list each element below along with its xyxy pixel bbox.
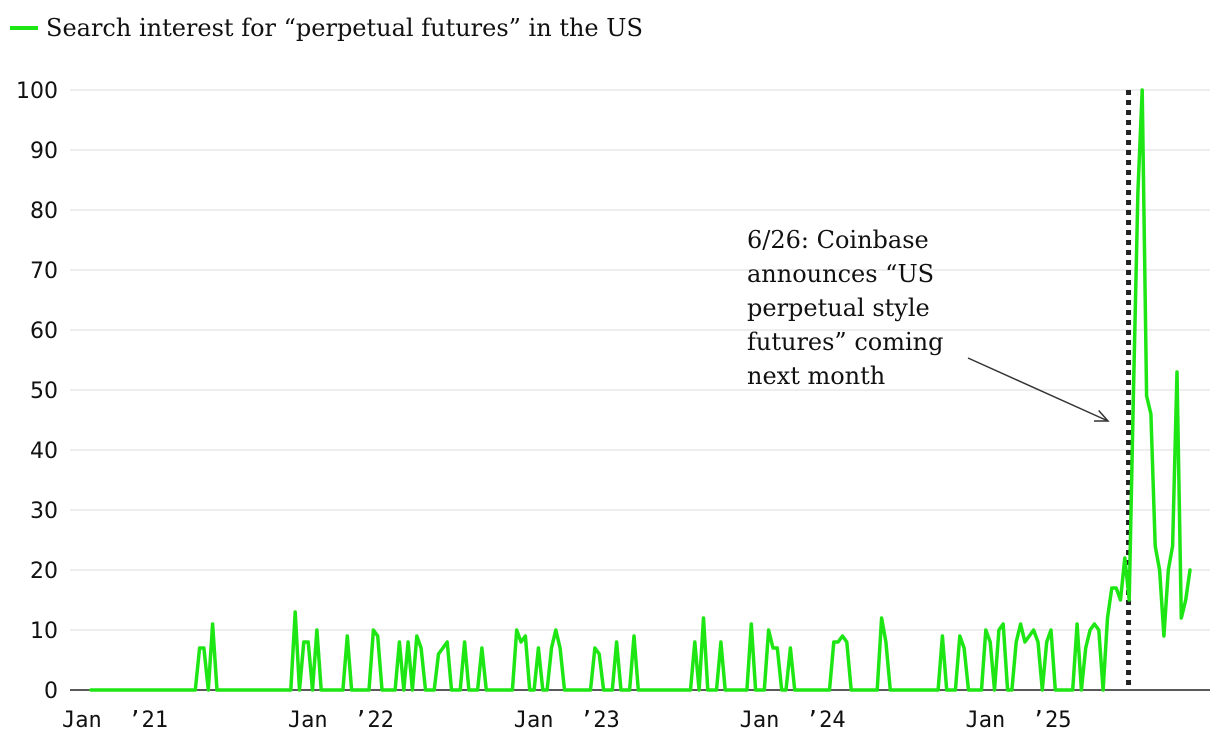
series-group — [89, 88, 1192, 692]
x-tick-label: Jan ’21 — [62, 708, 168, 733]
annotation-line: futures” coming — [747, 328, 943, 356]
annotation-line: 6/26: Coinbase — [747, 226, 929, 254]
chart-legend: Search interest for “perpetual futures” … — [10, 14, 643, 42]
x-axis-ticks: Jan ’21 Jan ’22 Jan ’23 Jan ’24 Jan ’25 — [62, 708, 1071, 733]
x-tick-label: Jan ’22 — [288, 708, 394, 733]
legend-swatch — [10, 26, 38, 30]
x-tick-label: Jan ’25 — [966, 708, 1072, 733]
y-tick-label: 80 — [30, 199, 58, 224]
y-tick-label: 70 — [30, 259, 58, 284]
annotation-arrow-head — [1093, 410, 1110, 422]
y-tick-label: 10 — [30, 619, 58, 644]
annotation-line: next month — [747, 362, 885, 390]
annotation-group: 6/26: Coinbase announces “US perpetual sty… — [747, 226, 1110, 422]
y-tick-label: 0 — [44, 679, 58, 704]
annotation-arrow-shaft — [967, 357, 1109, 422]
y-tick-label: 50 — [30, 379, 58, 404]
y-tick-label: 100 — [16, 79, 58, 104]
y-tick-label: 20 — [30, 559, 58, 584]
y-tick-label: 90 — [30, 139, 58, 164]
x-tick-label: Jan ’24 — [740, 708, 846, 733]
y-tick-label: 60 — [30, 319, 58, 344]
annotation-line: perpetual style — [747, 294, 930, 322]
legend-label: Search interest for “perpetual futures” … — [46, 14, 643, 42]
y-axis-ticks: 0 10 20 30 40 50 60 70 80 90 100 — [16, 79, 58, 704]
y-tick-label: 40 — [30, 439, 58, 464]
x-tick-label: Jan ’23 — [514, 708, 620, 733]
series-line — [89, 88, 1192, 692]
annotation-line: announces “US — [747, 260, 934, 288]
y-tick-label: 30 — [30, 499, 58, 524]
